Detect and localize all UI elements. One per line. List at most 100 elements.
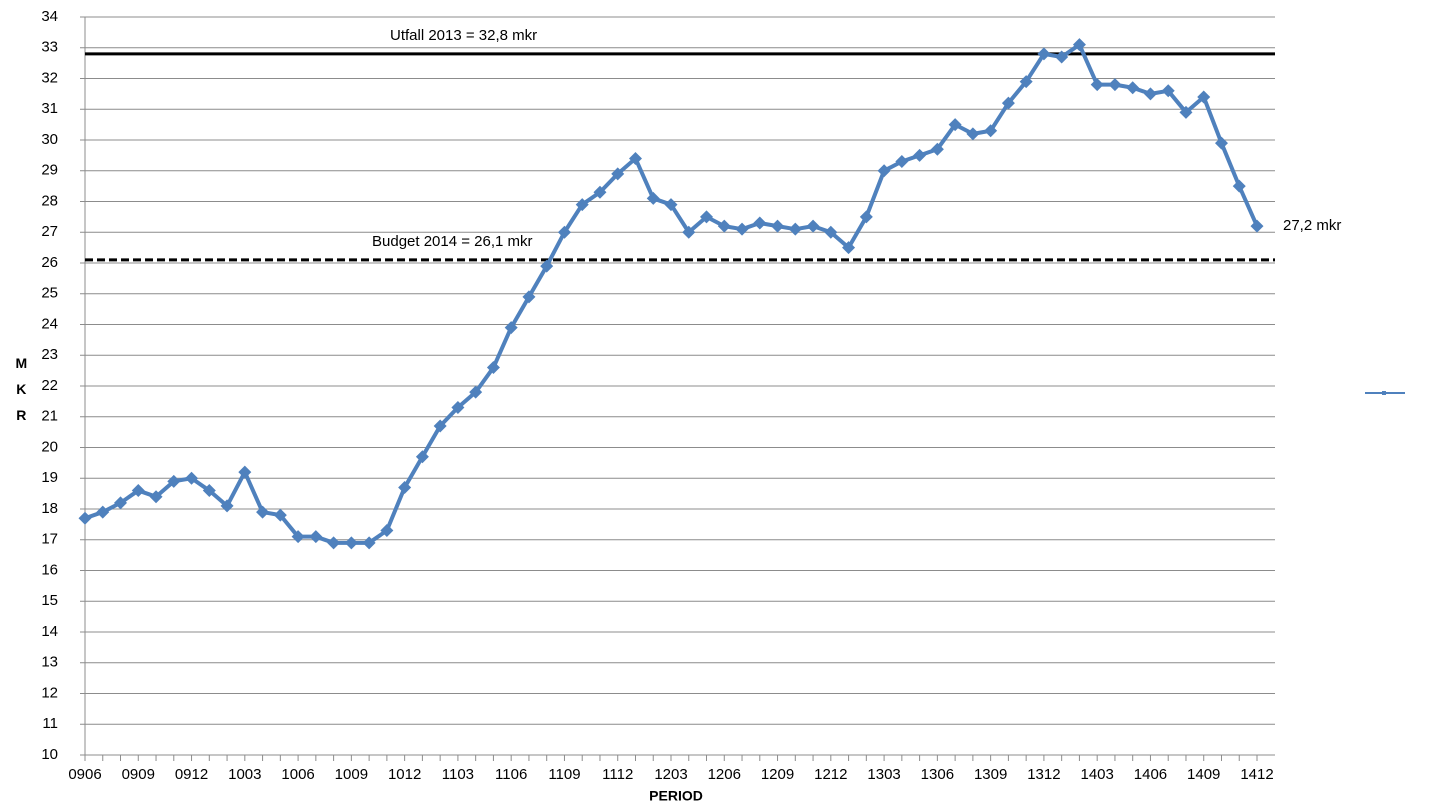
data-point <box>700 210 714 224</box>
x-tick-label: 1212 <box>814 766 847 783</box>
y-axis-label: MKR <box>13 355 29 433</box>
data-point <box>682 225 696 239</box>
data-point <box>1055 50 1069 64</box>
data-point <box>238 465 252 479</box>
data-point <box>469 385 483 399</box>
data-point <box>948 118 962 132</box>
data-point <box>256 505 270 519</box>
data-point <box>575 198 589 212</box>
data-point <box>202 484 216 498</box>
y-tick-label: 22 <box>41 377 58 394</box>
y-tick-label: 29 <box>41 162 58 179</box>
x-tick-label: 1206 <box>708 766 741 783</box>
data-point <box>1019 75 1033 89</box>
y-tick-label: 14 <box>41 623 58 640</box>
data-point <box>753 216 767 230</box>
y-tick-label: 32 <box>41 69 58 86</box>
x-tick-label: 1412 <box>1240 766 1273 783</box>
x-tick-label: 1303 <box>867 766 900 783</box>
y-tick-label: 28 <box>41 192 58 209</box>
data-point <box>540 259 554 273</box>
data-point <box>628 151 642 165</box>
x-tick-label: 0912 <box>175 766 208 783</box>
data-point <box>877 164 891 178</box>
reference-label: Utfall 2013 = 32,8 mkr <box>390 27 537 44</box>
x-tick-label: 1309 <box>974 766 1007 783</box>
data-point <box>611 167 625 181</box>
y-tick-label: 12 <box>41 684 58 701</box>
data-point <box>1143 87 1157 101</box>
data-point <box>593 185 607 199</box>
data-point <box>664 198 678 212</box>
data-point <box>362 536 376 550</box>
legend-marker <box>1382 391 1386 395</box>
data-point <box>185 471 199 485</box>
data-point <box>1214 136 1228 150</box>
data-point <box>415 450 429 464</box>
y-tick-label: 10 <box>41 746 58 763</box>
y-tick-label: 19 <box>41 469 58 486</box>
y-tick-label: 30 <box>41 131 58 148</box>
x-tick-label: 0909 <box>122 766 155 783</box>
data-point <box>984 124 998 138</box>
data-point <box>717 219 731 233</box>
data-point <box>930 142 944 156</box>
data-point <box>1161 84 1175 98</box>
y-tick-label: 31 <box>41 100 58 117</box>
x-tick-label: 1112 <box>602 766 633 783</box>
data-point <box>646 191 660 205</box>
x-tick-label: 1106 <box>495 766 527 783</box>
data-point <box>273 508 287 522</box>
y-tick-label: 16 <box>41 561 58 578</box>
x-tick-label: 1406 <box>1134 766 1167 783</box>
data-point <box>167 474 181 488</box>
data-point <box>309 530 323 544</box>
data-point <box>504 321 518 335</box>
x-tick-label: 1409 <box>1187 766 1220 783</box>
data-point <box>842 241 856 255</box>
data-point <box>966 127 980 141</box>
data-point <box>859 210 873 224</box>
x-tick-label: 1103 <box>442 766 474 783</box>
data-point <box>1232 179 1246 193</box>
data-point <box>1197 90 1211 104</box>
legend <box>1365 391 1405 395</box>
end-label: 27,2 mkr <box>1283 217 1341 234</box>
data-point <box>1001 96 1015 110</box>
data-point <box>806 219 820 233</box>
data-point <box>1179 105 1193 119</box>
x-tick-label: 1009 <box>335 766 368 783</box>
y-tick-label: 13 <box>41 654 58 671</box>
x-tick-label: 0906 <box>68 766 101 783</box>
y-tick-label: 33 <box>41 39 58 56</box>
y-tick-label: 25 <box>41 285 58 302</box>
data-point <box>1072 38 1086 52</box>
y-tick-label: 15 <box>41 592 58 609</box>
data-point <box>380 524 394 538</box>
y-tick-label: 27 <box>41 223 58 240</box>
data-point <box>771 219 785 233</box>
x-tick-label: 1306 <box>921 766 954 783</box>
data-point <box>433 419 447 433</box>
y-tick-label: 21 <box>41 408 58 425</box>
data-point <box>557 225 571 239</box>
y-tick-label: 18 <box>41 500 58 517</box>
data-point <box>1090 78 1104 92</box>
y-tick-label: 23 <box>41 346 58 363</box>
data-point <box>1108 78 1122 92</box>
reference-label: Budget 2014 = 26,1 mkr <box>372 233 533 250</box>
y-tick-label: 20 <box>41 438 58 455</box>
y-tick-label: 24 <box>41 315 58 332</box>
data-point <box>895 155 909 169</box>
data-point <box>1126 81 1140 95</box>
data-point <box>96 505 110 519</box>
data-point <box>78 511 92 525</box>
x-tick-label: 1403 <box>1080 766 1113 783</box>
y-tick-label: 34 <box>41 8 58 25</box>
y-tick-label: 11 <box>42 715 58 732</box>
data-point <box>824 225 838 239</box>
data-point <box>735 222 749 236</box>
data-point <box>1250 219 1264 233</box>
data-point <box>344 536 358 550</box>
data-point <box>913 148 927 162</box>
